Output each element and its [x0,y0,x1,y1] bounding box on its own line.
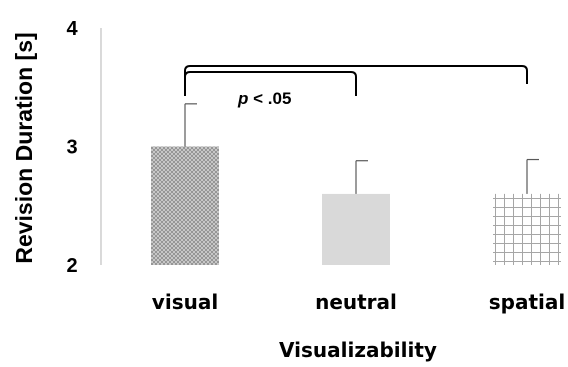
y-tick-label: 3 [66,137,77,159]
y-tick-labels: 2 3 4 [66,18,78,277]
bar-visual [151,146,219,265]
significance-brackets [184,65,528,96]
y-tick-label: 4 [66,18,78,40]
y-tick-label: 2 [66,255,77,277]
category-labels: visual neutral spatial [152,290,565,314]
x-axis-title: Visualizability [279,338,437,362]
y-axis-title: Revision Duration [s] [11,32,37,263]
category-label-neutral: neutral [315,290,397,314]
error-bar-visual [184,103,197,147]
significance-p: p [237,89,248,108]
bar-neutral [322,193,390,265]
category-label-spatial: spatial [489,290,565,314]
bar-spatial [493,193,561,265]
error-bar-spatial [526,158,539,194]
category-label-visual: visual [152,290,218,314]
significance-label: p < .05 [237,89,291,108]
significance-bracket-visual-spatial [184,65,528,84]
error-bar-neutral [355,160,368,194]
bars [151,146,561,265]
significance-threshold: < .05 [248,89,291,108]
error-bars [184,103,539,194]
